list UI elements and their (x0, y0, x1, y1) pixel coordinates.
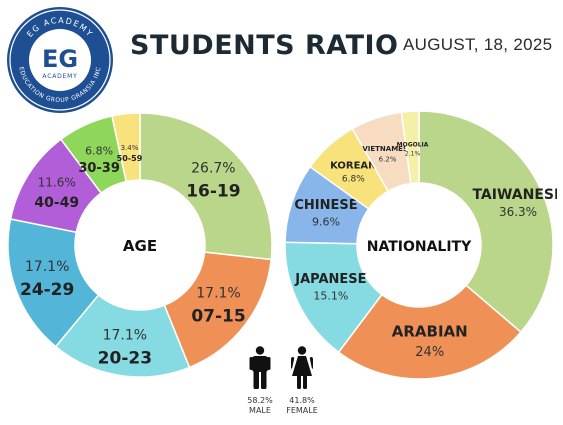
logo-monogram: EG (42, 45, 78, 73)
report-date: AUGUST, 18, 2025 (403, 35, 553, 54)
value-label-24-29: 17.1% (25, 259, 69, 275)
male-stat: 58.2% MALE (240, 396, 280, 416)
value-label-korean: 6.8% (342, 175, 365, 185)
age-donut-chart: 16-19 26.7% 07-15 17.1% 20-23 17.1% 24-29 17.1%… (7, 112, 273, 378)
slice-mogolia (400, 110, 420, 185)
value-label-arabian: 24% (415, 345, 444, 360)
value-label-30-39: 6.8% (85, 144, 113, 157)
value-label-vietnamese: 6.2% (379, 155, 397, 163)
category-label-07-15: 07-15 (191, 307, 245, 327)
logo-inner-text: ACADEMY (42, 73, 77, 80)
value-label-20-23: 17.1% (103, 327, 147, 343)
category-label-24-29: 24-29 (20, 280, 74, 300)
value-label-japanese: 15.1% (313, 290, 348, 303)
value-label-mogolia: 2.1% (405, 150, 421, 157)
category-label-20-23: 20-23 (98, 349, 152, 369)
category-label-16-19: 16-19 (186, 181, 240, 201)
slice-arabian (337, 284, 522, 380)
nationality-donut-chart: TAIWANESE 36.3% ARABIAN 24% JAPANESE 15.1% CHI… (284, 110, 557, 380)
category-label-40-49: 40-49 (34, 195, 79, 211)
slice-taiwanese (418, 110, 554, 334)
female-stat: 41.8% FEMALE (282, 396, 322, 416)
female-person-icon (291, 346, 313, 389)
category-label-korean: KOREAN (330, 160, 376, 171)
slice-japanese (284, 241, 383, 354)
center-label: NATIONALITY (367, 239, 472, 255)
male-label: MALE (249, 406, 271, 415)
category-label-vietnamese: VIETNAMESE (362, 145, 413, 153)
page-title: STUDENTS RATIO (130, 30, 399, 61)
center-label: AGE (123, 237, 157, 255)
value-label-50-59: 3.4% (121, 144, 139, 152)
value-label-16-19: 26.7% (191, 160, 235, 176)
slice-50-59 (111, 112, 141, 183)
value-label-chinese: 9.6% (312, 216, 340, 229)
category-label-chinese: CHINESE (294, 198, 357, 213)
category-label-mogolia: MOGOLIA (397, 142, 429, 149)
female-percent: 41.8% (289, 396, 315, 405)
category-label-50-59: 50-59 (117, 154, 143, 163)
male-percent: 58.2% (247, 396, 273, 405)
category-label-japanese: JAPANESE (294, 272, 366, 287)
category-label-taiwanese: TAIWANESE (472, 187, 557, 203)
category-label-arabian: ARABIAN (392, 322, 468, 340)
value-label-taiwanese: 36.3% (499, 205, 537, 219)
slice-16-19 (139, 112, 273, 261)
male-person-icon (249, 346, 271, 389)
value-label-07-15: 17.1% (196, 285, 240, 301)
category-label-30-39: 30-39 (78, 161, 120, 176)
value-label-40-49: 11.6% (38, 175, 76, 189)
academy-logo: EG ACADEMY EDUCATION GROUP GRANSIA INC E… (7, 7, 113, 113)
female-label: FEMALE (286, 406, 318, 415)
